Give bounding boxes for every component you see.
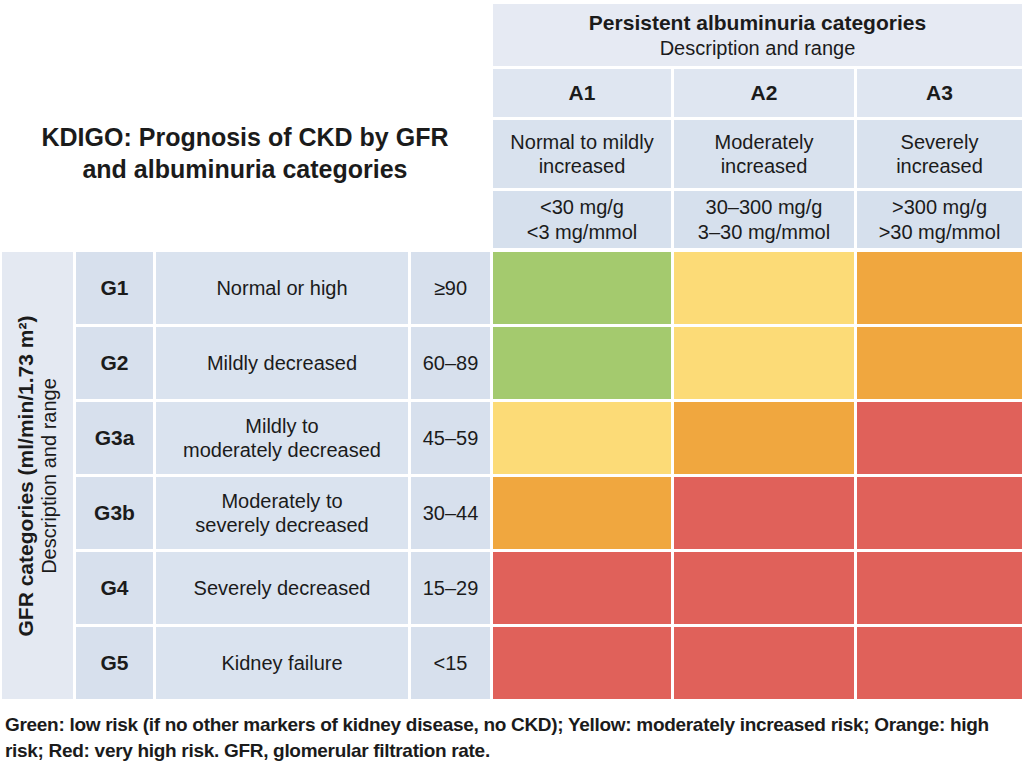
table-row-g5: G5 Kidney failure <15: [0, 627, 1024, 699]
risk-cell: [857, 252, 1022, 324]
table-row-g3a: G3a Mildly to moderately decreased 45–59: [0, 402, 1024, 474]
risk-cell: [674, 477, 854, 549]
row-code: G5: [76, 627, 153, 699]
risk-cell: [493, 402, 671, 474]
row-code: G3a: [76, 402, 153, 474]
row-description: Severely decreased: [156, 552, 408, 624]
albuminuria-header-title: Persistent albuminuria categories: [589, 10, 926, 36]
legend-footnote: Green: low risk (if no other markers of …: [5, 712, 1017, 764]
albuminuria-header: Persistent albuminuria categories Descri…: [493, 4, 1022, 66]
column-description-a1: Normal to mildly increased: [493, 120, 671, 188]
row-gfr-range: 45–59: [411, 402, 490, 474]
risk-cell: [493, 252, 671, 324]
row-gfr-range: ≥90: [411, 252, 490, 324]
row-description: Kidney failure: [156, 627, 408, 699]
table-row-g4: G4 Severely decreased 15–29: [0, 552, 1024, 624]
risk-cell: [857, 327, 1022, 399]
risk-cell: [674, 252, 854, 324]
column-code-a2: A2: [674, 69, 854, 117]
row-description: Mildly to moderately decreased: [156, 402, 408, 474]
chart-title: KDIGO: Prognosis of CKD by GFR and album…: [0, 118, 490, 188]
column-range-a2: 30–300 mg/g 3–30 mg/mmol: [674, 191, 854, 248]
row-description: Normal or high: [156, 252, 408, 324]
table-row-g1: G1 Normal or high ≥90: [0, 252, 1024, 324]
albuminuria-header-subtitle: Description and range: [660, 36, 856, 60]
row-code: G4: [76, 552, 153, 624]
column-code-a1: A1: [493, 69, 671, 117]
risk-cell: [857, 402, 1022, 474]
risk-cell: [493, 327, 671, 399]
risk-cell: [857, 627, 1022, 699]
row-code: G3b: [76, 477, 153, 549]
risk-cell: [493, 627, 671, 699]
row-description: Mildly decreased: [156, 327, 408, 399]
row-code: G1: [76, 252, 153, 324]
column-description-a2: Moderately increased: [674, 120, 854, 188]
column-range-a1: <30 mg/g <3 mg/mmol: [493, 191, 671, 248]
risk-cell: [674, 402, 854, 474]
row-gfr-range: 60–89: [411, 327, 490, 399]
row-code: G2: [76, 327, 153, 399]
row-description: Moderately to severely decreased: [156, 477, 408, 549]
column-description-a3: Severely increased: [857, 120, 1022, 188]
risk-cell: [674, 552, 854, 624]
column-code-a3: A3: [857, 69, 1022, 117]
column-range-a3: >300 mg/g >30 mg/mmol: [857, 191, 1022, 248]
row-gfr-range: <15: [411, 627, 490, 699]
row-gfr-range: 15–29: [411, 552, 490, 624]
risk-cell: [857, 552, 1022, 624]
risk-cell: [857, 477, 1022, 549]
risk-cell: [674, 627, 854, 699]
table-row-g2: G2 Mildly decreased 60–89: [0, 327, 1024, 399]
risk-cell: [493, 477, 671, 549]
row-gfr-range: 30–44: [411, 477, 490, 549]
risk-cell: [674, 327, 854, 399]
table-row-g3b: G3b Moderately to severely decreased 30–…: [0, 477, 1024, 549]
risk-cell: [493, 552, 671, 624]
